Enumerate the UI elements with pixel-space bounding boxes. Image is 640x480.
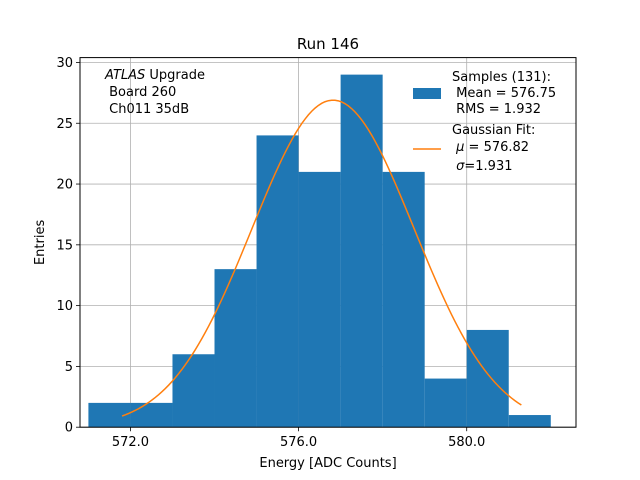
legend-samples-line-1: Samples (131): — [452, 70, 551, 85]
y-tick-label-6: 30 — [56, 56, 73, 71]
histogram-bar-9 — [466, 329, 509, 428]
legend-sigma-value: =1.931 — [464, 159, 512, 174]
histogram-bar-5 — [298, 171, 341, 428]
annotation-line-2: Board 260 — [105, 85, 176, 100]
x-axis-label: Energy [ADC Counts] — [259, 456, 396, 471]
legend-samples-line-2: Mean = 576.75 — [452, 86, 556, 101]
histogram-bar-10 — [508, 415, 551, 428]
annotation-line-3: Ch011 35dB — [105, 102, 189, 117]
annotation-upgrade: Upgrade — [145, 68, 205, 83]
gaussian-fit-curve — [121, 99, 522, 417]
legend-mu-value: = 576.82 — [464, 140, 529, 155]
histogram-bar-1 — [130, 402, 173, 428]
legend-fit-line-3: σ=1.931 — [452, 159, 513, 174]
histogram-bar-4 — [256, 135, 299, 428]
atlas-annotation: ATLAS Upgrade Board 260 Ch011 35dB — [104, 68, 205, 117]
annotation-experiment: ATLAS — [104, 68, 145, 83]
histogram-bar-8 — [424, 378, 467, 428]
legend-samples-line-3: RMS = 1.932 — [452, 102, 541, 117]
y-axis-ticks: 0 5 10 15 20 25 30 — [56, 56, 80, 436]
x-tick-label-1: 576.0 — [280, 435, 317, 450]
chart-title: Run 146 — [297, 35, 359, 53]
plot-frame — [79, 57, 577, 428]
legend-fit-line-1: Gaussian Fit: — [452, 123, 535, 138]
y-tick-label-0: 0 — [65, 421, 73, 436]
y-tick-label-3: 15 — [56, 238, 73, 253]
gaussian-fit-line — [121, 99, 522, 417]
histogram-bar-7 — [382, 171, 425, 428]
legend-sigma-symbol: σ — [456, 159, 465, 174]
legend-fit-line-2: μ = 576.82 — [452, 140, 529, 155]
histogram-bar-6 — [340, 74, 383, 428]
x-tick-label-2: 580.0 — [448, 435, 485, 450]
histogram-bar-2 — [172, 354, 215, 428]
annotation-line-1: ATLAS Upgrade — [104, 68, 205, 83]
legend-mu-symbol: μ — [455, 140, 464, 155]
y-tick-label-2: 10 — [56, 299, 73, 314]
legend: Samples (131): Mean = 576.75 RMS = 1.932… — [413, 70, 556, 174]
histogram-bar-3 — [214, 269, 257, 428]
y-tick-label-1: 5 — [65, 360, 73, 375]
legend-samples-swatch — [413, 88, 441, 99]
y-tick-label-4: 20 — [56, 178, 73, 193]
y-axis-label: Entries — [33, 220, 48, 266]
y-tick-label-5: 25 — [56, 117, 73, 132]
x-tick-label-0: 572.0 — [112, 435, 149, 450]
x-axis-ticks: 572.0 576.0 580.0 — [112, 427, 485, 450]
